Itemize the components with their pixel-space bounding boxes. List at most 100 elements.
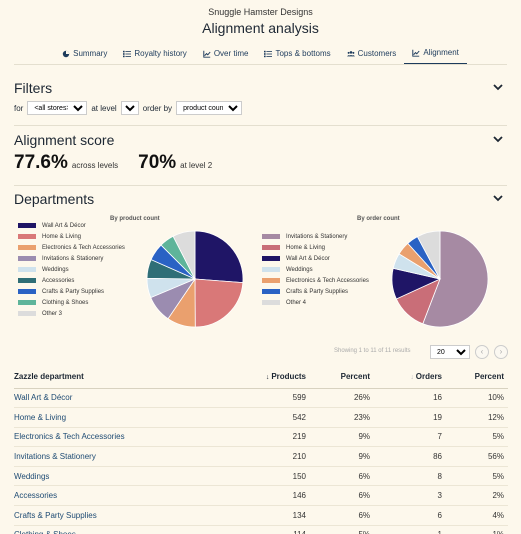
shop-name: Snuggle Hamster Designs (208, 7, 313, 17)
tab-label: Summary (73, 49, 108, 58)
legend-item[interactable]: Crafts & Party Supplies (18, 286, 125, 297)
col-orders[interactable]: ↓ Orders (374, 366, 446, 389)
dept-cell[interactable]: Clothing & Shoes (14, 525, 224, 534)
legend-label: Invitations & Stationery (42, 255, 104, 262)
legend-item[interactable]: Crafts & Party Supplies (262, 286, 369, 297)
next-page-button[interactable]: › (494, 345, 508, 359)
col-dept[interactable]: Zazzle department (14, 366, 224, 389)
table-row: Wall Art & Décor 599 26% 16 10% (14, 388, 508, 409)
dept-cell[interactable]: Crafts & Party Supplies (14, 505, 224, 526)
tab-label: Customers (357, 49, 397, 58)
chevron-down-icon[interactable] (493, 136, 503, 143)
pie-slice-0[interactable] (422, 230, 489, 328)
legend-item[interactable]: Electronics & Tech Accessories (262, 275, 369, 286)
legend-item[interactable]: Home & Living (18, 231, 125, 242)
legend-label: Weddings (286, 266, 313, 273)
filters-title: Filters (14, 80, 53, 96)
legend-swatch (18, 234, 36, 239)
list-icon (123, 50, 132, 57)
legend-item[interactable]: Wall Art & Décor (262, 253, 369, 264)
legend-item[interactable]: Wall Art & Décor (18, 220, 125, 231)
pie-slice-8[interactable] (172, 230, 196, 280)
tab-label: Royalty history (134, 49, 187, 58)
dept-cell[interactable]: Home & Living (14, 407, 224, 428)
legend-swatch (18, 300, 36, 305)
legend-label: Weddings (42, 266, 69, 273)
dept-cell[interactable]: Invitations & Stationery (14, 446, 224, 467)
tab-over-time[interactable]: Over time (195, 45, 257, 65)
orders-percent-cell: 2% (446, 485, 508, 507)
chevron-down-icon[interactable] (493, 195, 503, 202)
pie-chart-order-count (391, 230, 489, 328)
legend-item[interactable]: Other 4 (262, 297, 369, 308)
orders-percent-cell: 5% (446, 466, 508, 487)
percent-cell: 6% (310, 466, 374, 487)
score-at-level: 70% (138, 152, 177, 173)
legend-item[interactable]: Invitations & Stationery (18, 253, 125, 264)
chevron-down-icon[interactable] (493, 84, 503, 91)
percent-cell: 6% (310, 485, 374, 507)
legend-item[interactable]: Clothing & Shoes (18, 297, 125, 308)
legend-item[interactable]: Invitations & Stationery (262, 231, 369, 242)
percent-cell: 26% (310, 388, 374, 409)
orders-cell: 6 (374, 505, 446, 526)
table-row: Electronics & Tech Accessories 219 9% 7 5% (14, 427, 508, 448)
order-select[interactable]: product count (176, 101, 243, 115)
store-select[interactable]: <all stores> (27, 101, 88, 115)
pie-slice-0[interactable] (194, 230, 244, 284)
legend-swatch (18, 278, 36, 283)
legend-item[interactable]: Weddings (262, 264, 369, 275)
sort-desc-icon: ↓ (265, 374, 272, 382)
legend-swatch (18, 311, 36, 316)
legend-order-count: Invitations & Stationery Home & Living Wal… (262, 231, 369, 308)
pie-chart-product-count (146, 230, 244, 328)
for-label: for (14, 103, 24, 113)
page-size-select[interactable]: 20 (430, 345, 470, 359)
legend-swatch (18, 289, 36, 294)
divider (14, 125, 507, 126)
pie-slice-6[interactable] (416, 230, 441, 280)
orders-cell: 19 (374, 407, 446, 428)
legend-item[interactable]: Weddings (18, 264, 125, 275)
products-cell: 114 (224, 525, 310, 534)
products-cell: 599 (224, 388, 310, 409)
people-icon (346, 50, 355, 56)
tab-royalty-history[interactable]: Royalty history (115, 45, 194, 65)
legend-item[interactable]: Home & Living (262, 242, 369, 253)
tab-tops-bottoms[interactable]: Tops & bottoms (256, 45, 338, 65)
pager: Showing 1 to 11 of 11 results 20 ‹ › (0, 344, 521, 360)
pie-slice-1[interactable] (194, 278, 244, 328)
departments-section: Departments (14, 191, 507, 207)
prev-page-button[interactable]: ‹ (475, 345, 489, 359)
legend-label: Accessories (42, 277, 75, 284)
legend-item[interactable]: Other 3 (18, 308, 125, 319)
products-cell: 542 (224, 407, 310, 428)
tab-summary[interactable]: Summary (54, 45, 115, 65)
page-title: Alignment analysis (202, 20, 319, 36)
list-icon (264, 50, 273, 57)
legend-item[interactable]: Electronics & Tech Accessories (18, 242, 125, 253)
col-products[interactable]: ↓ Products (224, 366, 310, 389)
legend-label: Other 3 (42, 310, 63, 317)
dept-cell[interactable]: Wall Art & Décor (14, 388, 224, 409)
legend-swatch (262, 234, 280, 239)
legend-label: Electronics & Tech Accessories (286, 277, 369, 284)
products-cell: 219 (224, 427, 310, 448)
legend-label: Invitations & Stationery (286, 233, 348, 240)
col-orders-label: Orders (415, 372, 442, 382)
tab-alignment[interactable]: Alignment (404, 45, 467, 65)
tab-customers[interactable]: Customers (339, 45, 405, 65)
table-row: Clothing & Shoes1145%11% (14, 525, 508, 534)
orders-cell: 86 (374, 446, 446, 467)
dept-cell[interactable]: Electronics & Tech Accessories (14, 427, 224, 448)
legend-label: Home & Living (42, 233, 82, 240)
col-percent-orders[interactable]: Percent (446, 366, 508, 389)
level-select[interactable]: 2 (120, 101, 139, 115)
dept-cell[interactable]: Accessories (14, 485, 224, 507)
legend-item[interactable]: Accessories (18, 275, 125, 286)
percent-cell: 9% (310, 446, 374, 467)
dept-cell[interactable]: Weddings (14, 466, 224, 487)
percent-cell: 6% (310, 505, 374, 526)
col-percent[interactable]: Percent (310, 366, 374, 389)
orders-percent-cell: 56% (446, 446, 508, 467)
